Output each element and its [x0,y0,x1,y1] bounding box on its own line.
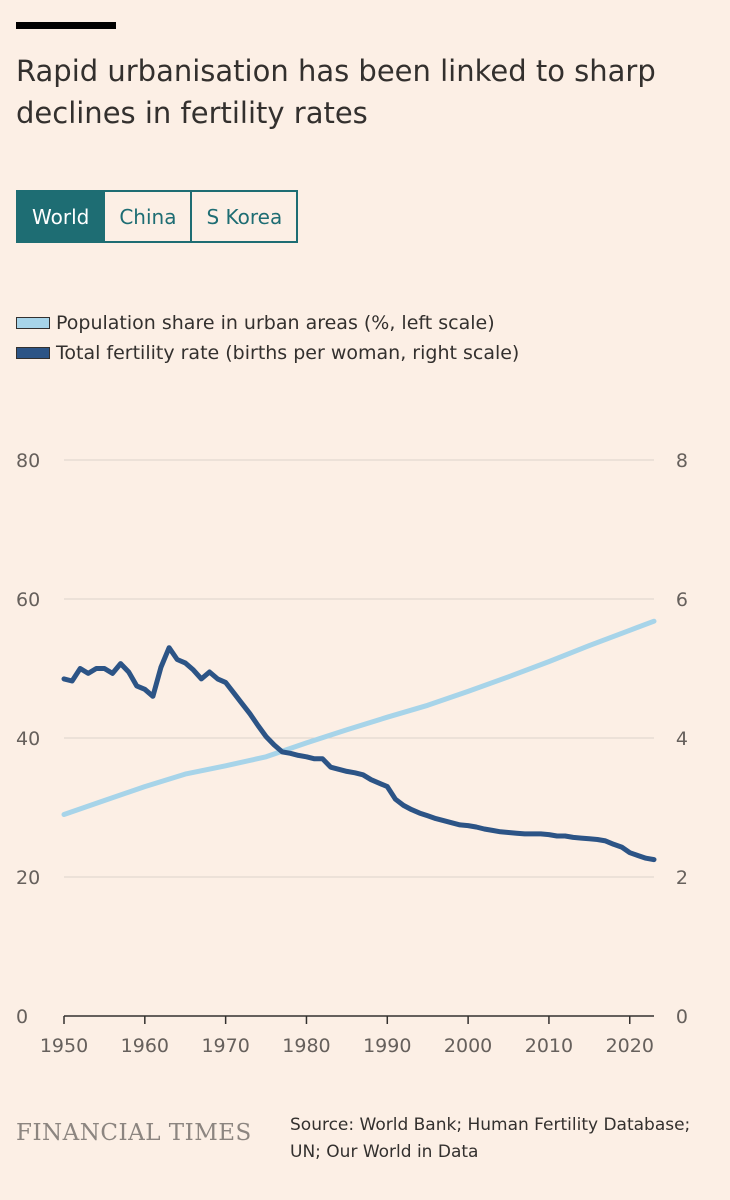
y-left-tick-20: 20 [16,867,40,889]
y-left-tick-60: 60 [16,589,40,611]
y-left-tick-0: 0 [16,1006,28,1028]
y-left-tick-80: 80 [16,450,40,472]
chart-series [61,618,657,863]
x-tick-2010: 2010 [525,1035,573,1057]
tab-china[interactable]: China [105,190,193,243]
source-line-2: UN; Our World in Data [290,1142,479,1162]
tab-world[interactable]: World [16,190,106,243]
brand-bar [16,22,116,29]
x-tick-1960: 1960 [121,1035,169,1057]
source-line-1: Source: World Bank; Human Fertility Data… [290,1115,691,1135]
chart-title: Rapid urbanisation has been linked to sh… [16,54,656,130]
line-chart: 0 20 40 60 80 0 2 4 6 8 1950 1960 1970 1980 1990 2000 20… [16,450,688,1057]
legend-label-fertility: Total fertility rate (births per woman, … [56,342,520,364]
y-right-tick-8: 8 [676,450,688,472]
ft-logo: FINANCIAL TIMES [16,1120,252,1146]
x-tick-1980: 1980 [282,1035,330,1057]
x-tick-2000: 2000 [444,1035,492,1057]
chart-grid [63,459,654,1024]
y-left-tick-40: 40 [16,728,40,750]
chart-tick-labels: 0 20 40 60 80 0 2 4 6 8 1950 1960 1970 1980 1990 2000 20… [16,450,688,1057]
y-right-tick-2: 2 [676,867,688,889]
series-line-urban-share [61,618,657,817]
chart-legend: Population share in urban areas (%, left… [16,308,519,368]
legend-item-urban: Population share in urban areas (%, left… [16,308,519,338]
source-note: Source: World Bank; Human Fertility Data… [290,1112,720,1166]
y-right-tick-6: 6 [676,589,688,611]
region-tabs: World China S Korea [16,190,299,243]
legend-label-urban: Population share in urban areas (%, left… [56,312,495,334]
legend-item-fertility: Total fertility rate (births per woman, … [16,338,519,368]
x-tick-2020: 2020 [606,1035,654,1057]
x-tick-1950: 1950 [40,1035,88,1057]
series-line-fertility-rate [61,645,657,863]
legend-swatch-fertility [16,347,50,359]
x-tick-1970: 1970 [201,1035,249,1057]
y-right-tick-0: 0 [676,1006,688,1028]
tab-s-korea[interactable]: S Korea [192,190,299,243]
legend-swatch-urban [16,317,50,329]
x-tick-1990: 1990 [363,1035,411,1057]
y-right-tick-4: 4 [676,728,688,750]
